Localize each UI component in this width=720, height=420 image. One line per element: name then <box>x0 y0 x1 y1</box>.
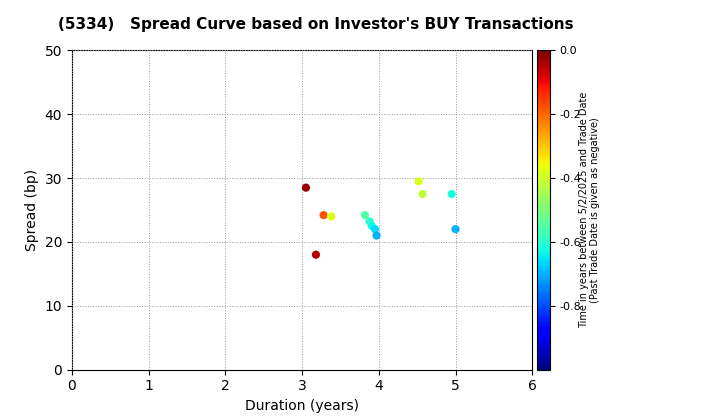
Text: (5334)   Spread Curve based on Investor's BUY Transactions: (5334) Spread Curve based on Investor's … <box>58 17 573 32</box>
Y-axis label: Spread (bp): Spread (bp) <box>25 169 39 251</box>
Y-axis label: Time in years between 5/2/2025 and Trade Date
(Past Trade Date is given as negat: Time in years between 5/2/2025 and Trade… <box>579 92 600 328</box>
Point <box>364 218 375 225</box>
Point <box>450 226 462 233</box>
Point <box>446 191 457 197</box>
Point <box>325 213 337 220</box>
Point <box>318 212 329 218</box>
Point <box>366 223 378 229</box>
Point <box>369 226 381 233</box>
Point <box>359 212 371 218</box>
Point <box>371 232 382 239</box>
Point <box>300 184 312 191</box>
Point <box>417 191 428 197</box>
Point <box>413 178 425 185</box>
Point <box>310 251 322 258</box>
X-axis label: Duration (years): Duration (years) <box>245 399 359 413</box>
